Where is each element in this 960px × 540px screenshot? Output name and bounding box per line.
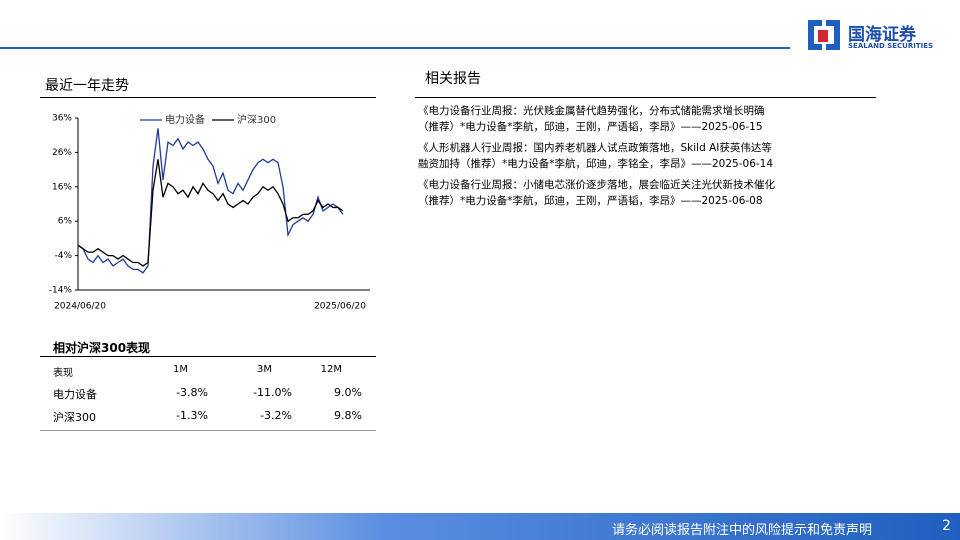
y-tick-label: -4% [54, 251, 72, 261]
table-cell: -1.3% [176, 409, 208, 422]
legend-label: 电力设备 [165, 113, 205, 126]
y-tick-label: 6% [58, 217, 73, 227]
page-number: 2 [942, 518, 951, 534]
table-header: 1M [173, 364, 188, 375]
table-cell: 沪深300 [53, 411, 96, 424]
report-line: 融资加持（推荐）*电力设备*李航，邱迪，李铭全，李昂》——2025-06-14 [418, 158, 774, 170]
table-title: 相对沪深300表现 [53, 341, 151, 355]
logo-sub: SEALAND SECURITIES [848, 42, 934, 50]
y-tick-label: 16% [52, 182, 72, 192]
chart: 36% 26% 16% 6% -4% -14% 2024/06/20 2025/06/20 电力… [49, 113, 370, 312]
table-header: 表现 [53, 368, 73, 379]
table-header: 12M [320, 364, 342, 375]
report-line: 《人形机器人行业周报：国内养老机器人试点政策落地，Skild AI获英伟达等 [418, 142, 772, 154]
rule [415, 97, 876, 98]
y-tick-label: 26% [52, 148, 72, 158]
report-line: 《电力设备行业周报：光伏贱金属替代趋势强化，分布式储能需求增长明确 [418, 105, 765, 117]
table-cell: 9.8% [334, 409, 362, 422]
footer-bar [0, 513, 960, 540]
logo-name: 国海证券 [848, 25, 916, 45]
report-line: （推荐）*电力设备*李航，邱迪，王刚，严语韬，李昂》——2025-06-08 [418, 195, 763, 207]
section-title: 最近一年走势 [45, 78, 129, 94]
series-line [77, 128, 344, 274]
logo-icon [808, 20, 840, 50]
x-tick-label: 2024/06/20 [54, 302, 106, 312]
table-header: 3M [257, 364, 272, 375]
top-rule [0, 47, 790, 49]
legend-label: 沪深300 [237, 113, 276, 126]
table-cell: -3.2% [260, 409, 292, 422]
series-line [77, 159, 344, 267]
y-tick-label: 36% [52, 114, 72, 124]
rule [40, 356, 376, 357]
y-tick-label: -14% [49, 286, 73, 296]
rule [40, 430, 376, 431]
report-line: 《电力设备行业周报：小储电芯涨价逐步落地，展会临近关注光伏新技术催化 [418, 179, 775, 191]
report-line: （推荐）*电力设备*李航，邱迪，王刚，严语韬，李昂》——2025-06-15 [418, 121, 763, 133]
x-tick-label: 2025/06/20 [314, 302, 366, 312]
table-cell: 9.0% [334, 386, 362, 399]
table-cell: -3.8% [176, 386, 208, 399]
table-cell: 电力设备 [53, 388, 97, 401]
section-title: 相关报告 [425, 71, 481, 87]
table-cell: -11.0% [253, 386, 292, 399]
disclaimer: 请务必阅读报告附注中的风险提示和免责声明 [612, 523, 873, 538]
rule [40, 97, 376, 98]
